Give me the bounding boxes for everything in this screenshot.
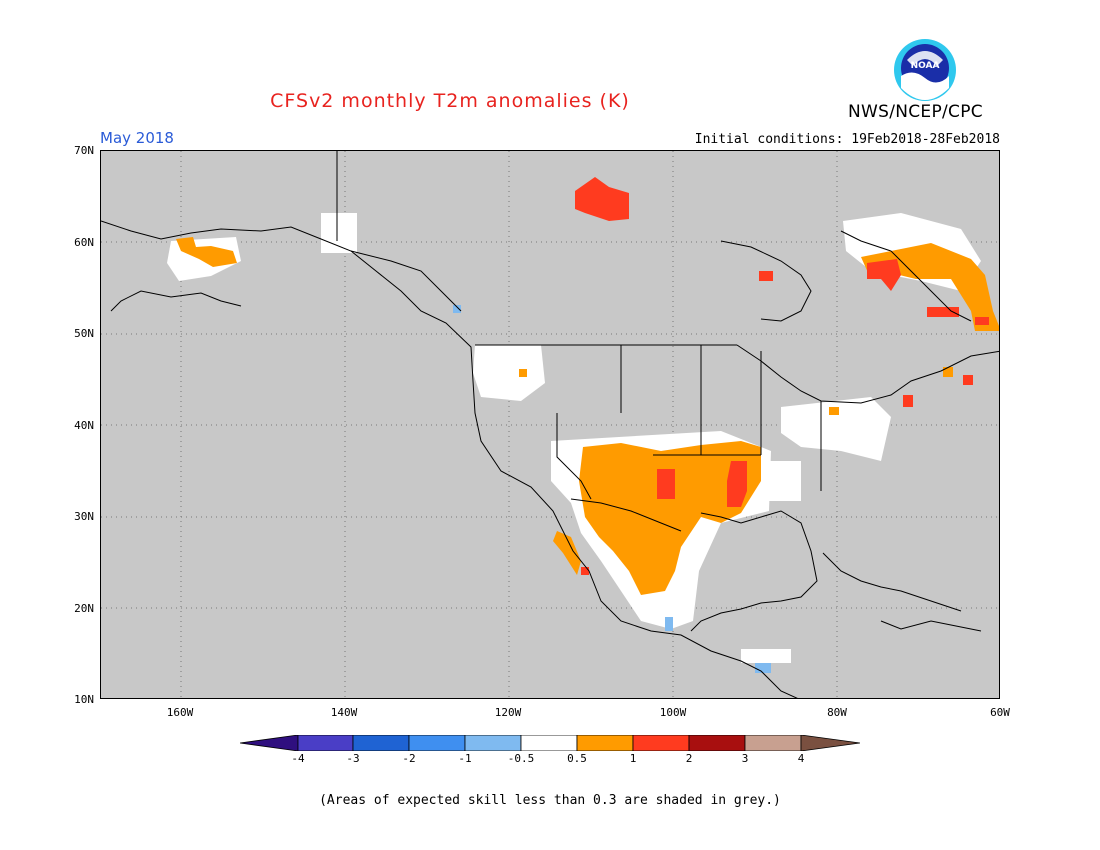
anomaly-cool-mexico (665, 617, 673, 631)
colorbar-segment-3 (408, 735, 466, 751)
colorbar-segment-8 (688, 735, 746, 751)
colorbar (240, 735, 860, 751)
lon-label-140w: 140W (330, 706, 358, 719)
colorbar-tick-3: 3 (741, 752, 749, 765)
colorbar-tick-neg2: -2 (402, 752, 416, 765)
anomaly-warm-oregon (519, 369, 527, 377)
anomaly-hot-arkansas (727, 461, 747, 507)
skill-note: (Areas of expected skill less than 0.3 a… (319, 793, 781, 808)
anomaly-warm-great-lakes (829, 407, 839, 415)
colorbar-segment-7 (632, 735, 690, 751)
anomaly-neutral-southeast (761, 461, 801, 501)
initial-conditions: Initial conditions: 19Feb2018-28Feb2018 (694, 132, 1000, 147)
anomaly-neutral-pacific-nw (473, 345, 545, 401)
lat-label-30n: 30N (74, 510, 94, 523)
anomaly-warm-maritimes (943, 367, 953, 377)
colorbar-tick-neg05: -0.5 (507, 752, 535, 765)
lat-label-20n: 20N (74, 602, 94, 615)
lon-label-120w: 120W (494, 706, 522, 719)
anomaly-hot-hudson (759, 271, 773, 281)
lat-label-60n: 60N (74, 236, 94, 249)
noaa-logo-text: NOAA (911, 61, 940, 71)
colorbar-tick-1: 1 (629, 752, 637, 765)
anomaly-hot-quebec (867, 259, 901, 291)
anomaly-hot-baja-tip (581, 567, 589, 575)
anomaly-map (100, 150, 1000, 699)
noaa-logo: NOAA (894, 39, 956, 101)
anomaly-neutral-yukon (321, 213, 357, 253)
anomaly-hot-newfoundland (975, 317, 989, 325)
anomaly-cool-bc (453, 305, 461, 313)
colorbar-segment-6 (576, 735, 634, 751)
target-month: May 2018 (100, 129, 174, 147)
coastlines (101, 151, 999, 698)
anomaly-neutral-northeast (781, 397, 891, 461)
colorbar-segment-2 (352, 735, 410, 751)
colorbar-segment-4 (464, 735, 522, 751)
lat-label-50n: 50N (74, 327, 94, 340)
chart-title: CFSv2 monthly T2m anomalies (K) (270, 90, 630, 112)
anomaly-warm-southern-us (579, 441, 761, 595)
lat-label-10n: 10N (74, 693, 94, 706)
colorbar-segment-9 (744, 735, 802, 751)
anomaly-hot-nova-scotia (963, 375, 973, 385)
colorbar-segment-0 (240, 735, 299, 751)
lon-label-80w: 80W (827, 706, 847, 719)
lon-label-100w: 100W (659, 706, 687, 719)
colorbar-segment-1 (297, 735, 354, 751)
colorbar-segment-5 (520, 735, 578, 751)
colorbar-tick-neg1: -1 (458, 752, 472, 765)
lon-label-60w: 60W (990, 706, 1010, 719)
colorbar-tick-05: 0.5 (567, 752, 587, 765)
anomaly-warm-alaska (176, 237, 237, 267)
lat-label-70n: 70N (74, 144, 94, 157)
agency-label: NWS/NCEP/CPC (848, 102, 983, 122)
colorbar-tick-4: 4 (797, 752, 805, 765)
map-canvas (101, 151, 999, 698)
anomaly-neutral-central-america (741, 649, 791, 663)
anomaly-regions (167, 177, 999, 673)
colorbar-segment-10 (800, 735, 860, 751)
colorbar-tick-neg4: -4 (291, 752, 305, 765)
anomaly-hot-nunavut (575, 177, 629, 221)
anomaly-hot-labrador-south (927, 307, 959, 317)
colorbar-tick-neg3: -3 (346, 752, 360, 765)
colorbar-tick-2: 2 (685, 752, 693, 765)
anomaly-warm-baja (553, 531, 581, 575)
anomaly-hot-new-england (903, 395, 913, 407)
lon-label-160w: 160W (166, 706, 194, 719)
lat-label-40n: 40N (74, 419, 94, 432)
anomaly-hot-oklahoma (657, 469, 675, 499)
